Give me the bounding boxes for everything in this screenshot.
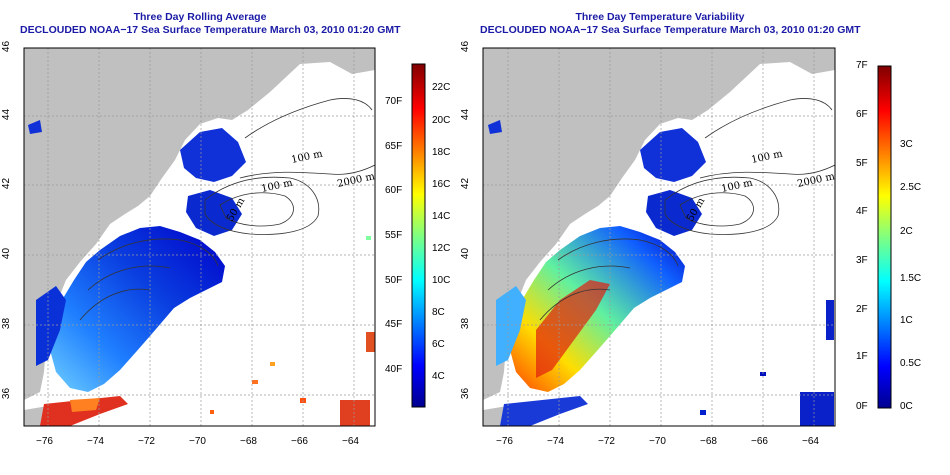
colorbar-left-f-label: 65F <box>385 141 403 152</box>
colorbar-right-c-label: 0C <box>900 401 913 412</box>
colorbar-left-f-label: 55F <box>385 230 403 241</box>
lat-tick-right: 46 <box>460 40 472 53</box>
colorbar-left-f-label: 70F <box>385 96 403 107</box>
lon-tick-right: −72 <box>598 436 615 447</box>
lon-tick-right: −70 <box>649 436 666 447</box>
colorbar-left-f-label: 60F <box>385 185 403 196</box>
colorbar-right-c-label: 0.5C <box>900 358 922 369</box>
right-title-line1: Three Day Temperature Variability <box>575 11 745 23</box>
lon-tick-left: −70 <box>189 436 206 447</box>
left-title-line1: Three Day Rolling Average <box>133 11 267 23</box>
lat-tick-right: 38 <box>460 317 472 330</box>
lon-tick-right: −68 <box>700 436 717 447</box>
colorbar-right-f-label: 2F <box>856 304 868 315</box>
colorbar-right-f-label: 7F <box>856 60 868 71</box>
lat-tick-left: 38 <box>1 317 13 330</box>
colorbar-right-f-label: 3F <box>856 255 868 266</box>
right-map-frame <box>482 47 836 427</box>
colorbar-left-c-label: 4C <box>432 371 445 382</box>
right-title-line2: DECLOUDED NOAA−17 Sea Surface Temperatur… <box>480 24 861 36</box>
lon-tick-left: −72 <box>138 436 155 447</box>
lat-tick-right: 40 <box>460 247 472 260</box>
colorbar-left-c-label: 14C <box>432 211 451 222</box>
right-colorbar <box>877 65 892 409</box>
lat-tick-left: 36 <box>1 387 13 400</box>
lat-tick-right: 44 <box>460 108 472 121</box>
lon-tick-right: −64 <box>802 436 819 447</box>
colorbar-left-c-label: 20C <box>432 115 451 126</box>
lon-tick-left: −68 <box>240 436 257 447</box>
lat-tick-right: 42 <box>460 177 472 190</box>
colorbar-left-c-label: 12C <box>432 243 451 254</box>
lon-tick-left: −64 <box>342 436 359 447</box>
colorbar-right-f-label: 5F <box>856 158 868 169</box>
colorbar-right-f-label: 6F <box>856 109 868 120</box>
lon-tick-right: −66 <box>751 436 768 447</box>
lon-tick-right: −76 <box>496 436 513 447</box>
colorbar-right-c-label: 1C <box>900 315 913 326</box>
colorbar-left-c-label: 18C <box>432 147 451 158</box>
lat-tick-left: 44 <box>1 108 13 121</box>
colorbar-left-c-label: 8C <box>432 307 445 318</box>
colorbar-left-c-label: 22C <box>432 82 451 93</box>
colorbar-left-c-label: 16C <box>432 179 451 190</box>
colorbar-left-f-label: 45F <box>385 319 403 330</box>
colorbar-right-c-label: 3C <box>900 139 913 150</box>
lat-tick-left: 46 <box>1 40 13 53</box>
lat-tick-left: 42 <box>1 177 13 190</box>
colorbar-right-f-label: 1F <box>856 351 868 362</box>
lon-tick-left: −76 <box>36 436 53 447</box>
colorbar-right-c-label: 2C <box>900 226 913 237</box>
colorbar-right-f-label: 0F <box>856 401 868 412</box>
lat-tick-left: 40 <box>1 247 13 260</box>
colorbar-right-f-label: 4F <box>856 206 868 217</box>
right-map: 100 m 2000 m 100 m 50 m <box>483 48 835 426</box>
left-map-frame <box>23 47 376 427</box>
lon-tick-left: −66 <box>291 436 308 447</box>
lon-tick-left: −74 <box>87 436 104 447</box>
lat-tick-right: 36 <box>460 387 472 400</box>
colorbar-left-f-label: 50F <box>385 275 403 286</box>
colorbar-left-f-label: 40F <box>385 364 403 375</box>
colorbar-left-c-label: 6C <box>432 339 445 350</box>
left-title-line2: DECLOUDED NOAA−17 Sea Surface Temperatur… <box>20 24 401 36</box>
colorbar-left-c-label: 10C <box>432 275 451 286</box>
lon-tick-right: −74 <box>547 436 564 447</box>
colorbar-right-c-label: 1.5C <box>900 273 922 284</box>
left-map: 100 m 2000 m 100 m 50 m <box>24 48 375 426</box>
left-colorbar <box>411 63 426 408</box>
colorbar-right-c-label: 2.5C <box>900 182 922 193</box>
